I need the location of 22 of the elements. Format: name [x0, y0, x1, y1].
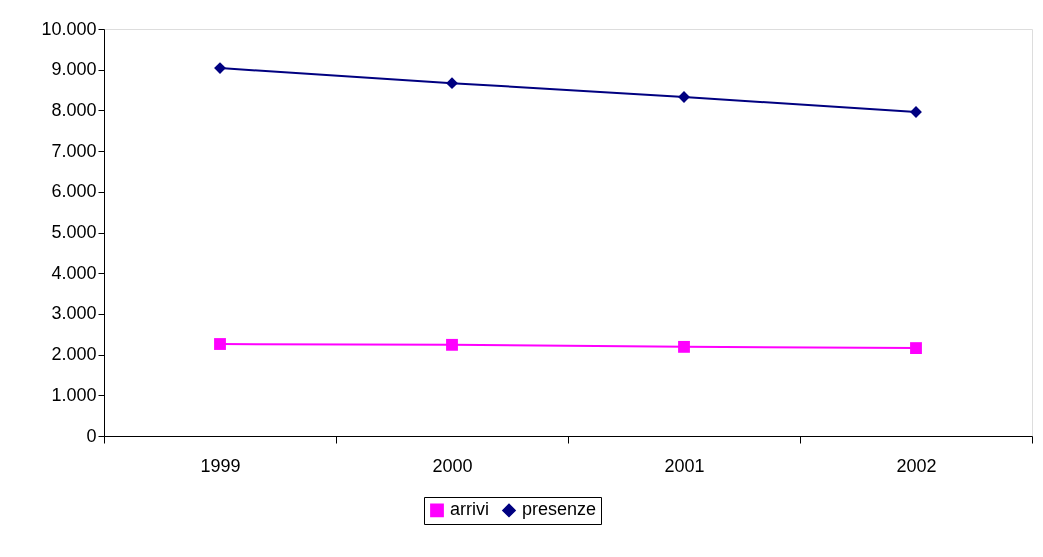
y-tick-label: 0 — [86, 425, 97, 446]
y-tick-label: 9.000 — [51, 59, 97, 80]
y-tick-label: 8.000 — [51, 99, 97, 120]
y-tick-label: 1.000 — [51, 384, 97, 405]
point — [910, 342, 922, 354]
y-tick-label: 2.000 — [51, 344, 97, 365]
y-tick-label: 7.000 — [51, 140, 97, 161]
y-tick-label: 6.000 — [51, 181, 97, 202]
legend-label: presenze — [522, 499, 597, 520]
point — [446, 77, 458, 90]
y-tick-label: 5.000 — [51, 222, 97, 242]
legend-label: arrivi — [450, 499, 489, 520]
y-tick-label: 3.000 — [51, 303, 97, 324]
point — [446, 338, 458, 351]
x-tick-label: 1999 — [200, 455, 241, 476]
x-tick-label: 2000 — [432, 455, 473, 476]
x-tick-label: 2001 — [664, 455, 705, 476]
y-tick-label: 4.000 — [51, 262, 97, 283]
x-tick-label: 2002 — [896, 455, 937, 476]
point — [678, 340, 690, 353]
y-tick-label: 10.000 — [41, 18, 97, 39]
point — [214, 338, 226, 350]
